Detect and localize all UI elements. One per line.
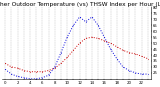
- Title: Milwaukee Weather Outdoor Temperature (vs) THSW Index per Hour (Last 24 Hours): Milwaukee Weather Outdoor Temperature (v…: [0, 2, 160, 7]
